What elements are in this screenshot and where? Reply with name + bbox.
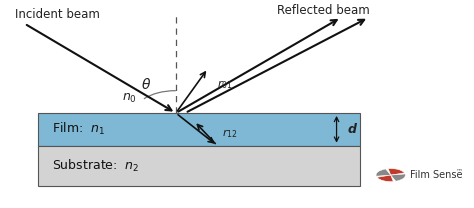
Bar <box>38 113 359 146</box>
Text: $r_{01}$: $r_{01}$ <box>217 78 233 91</box>
Text: Incident beam: Incident beam <box>15 9 100 21</box>
Text: $r_{12}$: $r_{12}$ <box>222 127 237 140</box>
Text: d: d <box>348 123 357 136</box>
Text: Film:  $n_1$: Film: $n_1$ <box>52 121 105 137</box>
Text: θ: θ <box>142 78 150 92</box>
Wedge shape <box>388 168 404 175</box>
Text: Film Sense: Film Sense <box>410 170 463 180</box>
Bar <box>38 146 359 186</box>
Wedge shape <box>377 175 393 182</box>
Text: $n_0$: $n_0$ <box>122 92 137 105</box>
Wedge shape <box>376 169 391 176</box>
Text: Reflected beam: Reflected beam <box>277 4 370 17</box>
Text: ™: ™ <box>456 168 463 175</box>
Wedge shape <box>391 174 405 181</box>
Text: Substrate:  $n_2$: Substrate: $n_2$ <box>52 158 139 174</box>
